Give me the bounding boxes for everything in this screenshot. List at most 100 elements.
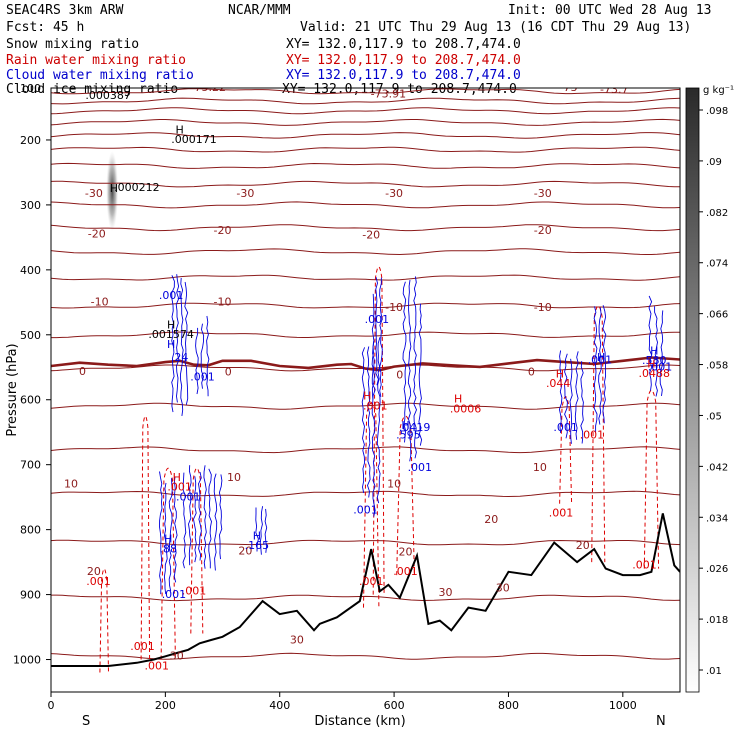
cloud-water-contour — [206, 315, 210, 397]
contour-label: 0 — [79, 365, 86, 378]
contour-label: 30 — [439, 586, 453, 599]
rain-contour — [396, 415, 415, 576]
cloud-water-contour — [367, 346, 371, 498]
x-tick-label: 600 — [384, 699, 405, 712]
temperature-contour — [51, 224, 680, 232]
colorbar — [685, 87, 700, 693]
cloud-water-contour — [375, 276, 379, 386]
temperature-contour — [51, 201, 680, 209]
cloud-water-contour — [593, 306, 598, 432]
cloud-water-contour — [193, 476, 197, 563]
legend-cloud-water: Cloud water mixing ratio — [6, 68, 194, 83]
temperature-contour — [51, 539, 680, 546]
temperature-contour — [51, 180, 680, 188]
maximum-marker: H — [167, 318, 175, 331]
colorbar-tick-label: .074 — [706, 259, 728, 270]
colorbar-unit: g kg⁻¹ — [703, 85, 734, 96]
contour-label: 10 — [64, 477, 78, 490]
temperature-contour — [51, 88, 680, 95]
contour-label: .001 — [408, 461, 433, 474]
temperature-contour — [51, 107, 680, 115]
cloud-water-contour — [574, 351, 579, 440]
x-axis-label: Distance (km) — [314, 714, 405, 729]
cloud-water-contour — [198, 471, 202, 561]
colorbar-tick-label: .026 — [706, 564, 728, 575]
cloud-water-contour — [180, 277, 184, 416]
terrain-line — [51, 513, 680, 667]
contour-label: -73.91 — [371, 88, 406, 101]
xy-rain: XY= 132.0,117.9 to 208.7,474.0 — [286, 53, 521, 68]
plot-area: -75.22 -73.91 -73 -73.7 -30 -30 -30 -30 -20 -20 -2… — [50, 81, 681, 693]
cloud-water-contour — [371, 341, 376, 517]
cloud-water-contour — [602, 305, 607, 424]
x-tick-label: 0 — [48, 699, 55, 712]
contour-label: 10 — [387, 477, 401, 490]
model-title: SEAC4RS 3km ARW — [6, 3, 124, 18]
valid-time: Valid: 21 UTC Thu 29 Aug 13 (16 CDT Thu … — [300, 20, 691, 35]
contour-label: -75.22 — [191, 81, 226, 94]
north-label: N — [656, 714, 666, 729]
contour-label: 20 — [399, 546, 413, 559]
cloud-water-contour — [264, 508, 268, 553]
contour-label: -10 — [91, 296, 109, 309]
cloud-water-contour — [376, 337, 381, 504]
cloud-water-contour — [371, 293, 375, 400]
rain-contour — [363, 402, 380, 608]
temperature-contour — [51, 118, 680, 126]
contour-label: .0419 — [399, 421, 431, 434]
cloud-water-contour — [175, 274, 180, 403]
contour-label: .001574 — [148, 328, 194, 341]
contour-label: .001 — [353, 503, 378, 516]
contour-label: .001 — [190, 370, 215, 383]
y-tick-label: 1000 — [13, 654, 41, 667]
contour-label: .000171 — [171, 133, 217, 146]
contour-label: .001 — [159, 289, 184, 302]
rain-contour — [160, 467, 176, 660]
contour-label: .001 — [549, 507, 574, 520]
cloud-water-contour — [413, 276, 417, 459]
cloud-water-contour — [208, 468, 212, 569]
contour-label: .24 — [171, 351, 189, 364]
contour-label: .0006 — [450, 403, 482, 416]
contour-label: .001 — [162, 588, 187, 601]
temperature-contour — [51, 132, 680, 139]
colorbar-tick-label: .082 — [706, 208, 728, 219]
contour-label: -20 — [88, 227, 106, 240]
y-axis-label: Pressure (hPa) — [5, 343, 20, 436]
contour-label: .580 — [642, 354, 667, 367]
contour-label: -20 — [214, 224, 232, 237]
contour-label: -73.7 — [600, 83, 628, 96]
contour-label: .001 — [580, 429, 605, 442]
contour-label: .001 — [553, 421, 578, 434]
contour-label: .595 — [396, 429, 421, 442]
cloud-water-contour — [173, 476, 178, 583]
contour-label: 20 — [87, 565, 101, 578]
cloud-water-contour — [184, 281, 189, 405]
contour-label: 0 — [528, 366, 535, 379]
cloud-water-contour — [159, 471, 163, 595]
maximum-marker: H — [363, 390, 371, 403]
cloud-water-contour — [259, 506, 264, 555]
contour-label: .001 — [632, 559, 657, 572]
rain-contour — [643, 389, 660, 569]
contour-label: .001 — [176, 490, 201, 503]
maximum-marker: H — [110, 182, 118, 195]
legend-rain: Rain water mixing ratio — [6, 53, 186, 68]
maximum-marker: H — [650, 344, 658, 357]
freezing-level-contour — [51, 356, 680, 372]
cloud-water-contour — [203, 465, 207, 569]
y-tick-label: 200 — [20, 134, 41, 147]
cloud-water-contour — [361, 347, 366, 494]
temperature-contour — [51, 97, 680, 105]
contour-label: .001 — [365, 313, 390, 326]
contour-label: .001 — [588, 353, 613, 366]
contour-label: 0 — [396, 368, 403, 381]
maximum-marker: H — [401, 419, 409, 432]
temperature-contour — [51, 146, 680, 153]
init-time: Init: 00 UTC Wed 28 Aug 13 — [508, 3, 712, 18]
y-tick-label: 300 — [20, 199, 41, 212]
cloud-water-contour — [218, 474, 223, 560]
temperature-contour — [51, 302, 680, 309]
contour-label: 30 — [496, 581, 510, 594]
